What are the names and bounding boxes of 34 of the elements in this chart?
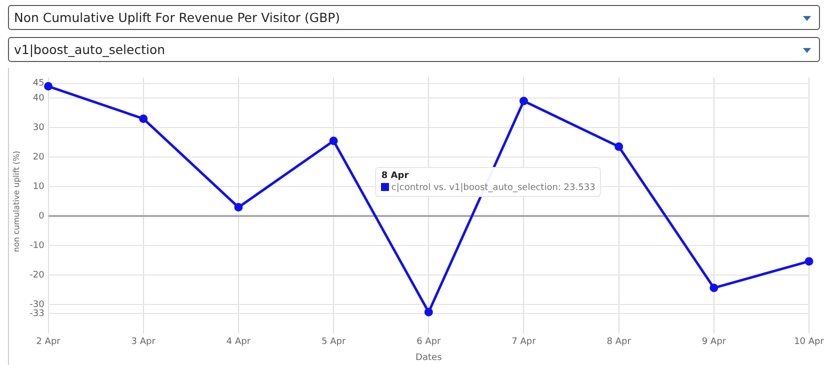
point bbox=[804, 257, 814, 266]
x-tick-label: 6 Apr bbox=[416, 337, 442, 348]
x-tick-label: 10 Apr bbox=[794, 337, 824, 348]
y-tick-label: 45 bbox=[32, 78, 44, 89]
point bbox=[614, 142, 624, 151]
y-axis-title: non cumulative uplift (%) bbox=[12, 150, 21, 252]
y-tick-label: -30 bbox=[30, 300, 45, 310]
y-tick-label: 10 bbox=[32, 182, 45, 192]
chart-subtitle: v1|boost_auto_selection bbox=[14, 42, 166, 57]
point bbox=[519, 96, 528, 106]
y-tick-label: -33 bbox=[30, 308, 44, 319]
x-tick-label: 9 Apr bbox=[702, 337, 726, 348]
x-tick-label: 4 Apr bbox=[226, 337, 251, 348]
x-tick-label: 7 Apr bbox=[512, 337, 536, 348]
y-tick-label: 0 bbox=[38, 212, 45, 222]
x-axis-title: Dates bbox=[416, 352, 442, 363]
annotation: 8 Apr bbox=[381, 170, 410, 181]
y-tick-label: -20 bbox=[30, 270, 45, 281]
annotation: c|control vs. v1|boost_auto_selection: 23.533 bbox=[391, 182, 596, 193]
chart-title: Non Cumulative Uplift For Revenue Per Visitor (GBP) bbox=[14, 10, 340, 25]
x-tick-label: 8 Apr bbox=[606, 337, 632, 348]
point bbox=[710, 284, 718, 292]
point bbox=[44, 82, 53, 91]
point bbox=[234, 203, 243, 212]
x-tick-label: 5 Apr bbox=[321, 337, 346, 348]
x-tick-label: 2 Apr bbox=[36, 337, 61, 348]
point bbox=[424, 308, 433, 316]
y-tick-label: 20 bbox=[32, 152, 45, 162]
y-tick-label: 40 bbox=[32, 93, 45, 104]
y-tick-label: 30 bbox=[32, 122, 45, 133]
point bbox=[139, 114, 148, 123]
y-tick-label: -10 bbox=[30, 241, 45, 252]
x-tick-label: 3 Apr bbox=[131, 337, 156, 348]
point bbox=[329, 136, 338, 146]
